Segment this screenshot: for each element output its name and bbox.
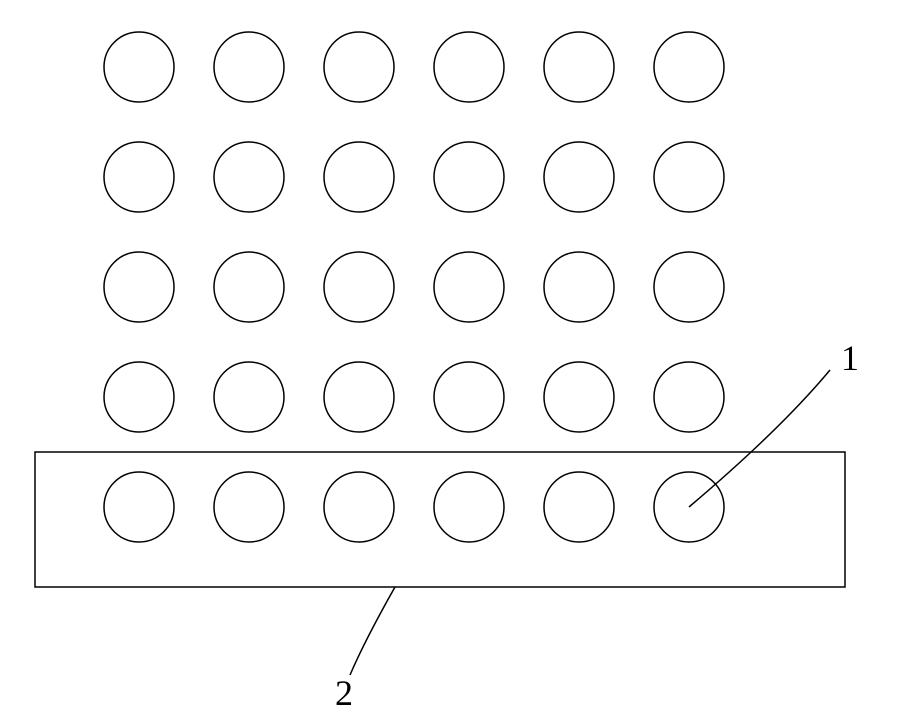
label-1: 1 xyxy=(841,338,859,378)
grid-circle xyxy=(324,32,394,102)
grid-circle xyxy=(434,142,504,212)
grid-circle xyxy=(544,472,614,542)
grid-circle xyxy=(214,362,284,432)
grid-circle xyxy=(654,32,724,102)
grid-circle xyxy=(654,252,724,322)
grid-circle xyxy=(434,32,504,102)
grid-circle xyxy=(324,252,394,322)
bounding-rect xyxy=(35,452,845,587)
grid-circle xyxy=(214,32,284,102)
grid-circle xyxy=(324,472,394,542)
grid-circle xyxy=(544,252,614,322)
grid-circle xyxy=(654,362,724,432)
label-2: 2 xyxy=(335,673,353,713)
grid-circle xyxy=(104,362,174,432)
grid-circle xyxy=(104,32,174,102)
grid-circle xyxy=(214,472,284,542)
leader-line-2 xyxy=(350,587,395,675)
grid-circle xyxy=(104,142,174,212)
grid-circle xyxy=(434,252,504,322)
grid-circle xyxy=(104,252,174,322)
grid-circle xyxy=(324,142,394,212)
grid-circle xyxy=(544,32,614,102)
grid-circle xyxy=(324,362,394,432)
grid-circle xyxy=(104,472,174,542)
grid-circle xyxy=(434,362,504,432)
grid-circle xyxy=(544,362,614,432)
grid-circle xyxy=(544,142,614,212)
schematic-diagram: 12 xyxy=(0,0,903,721)
leader-line-1 xyxy=(689,370,830,507)
grid-circle xyxy=(214,142,284,212)
grid-circle xyxy=(214,252,284,322)
grid-circle xyxy=(434,472,504,542)
grid-circle xyxy=(654,142,724,212)
